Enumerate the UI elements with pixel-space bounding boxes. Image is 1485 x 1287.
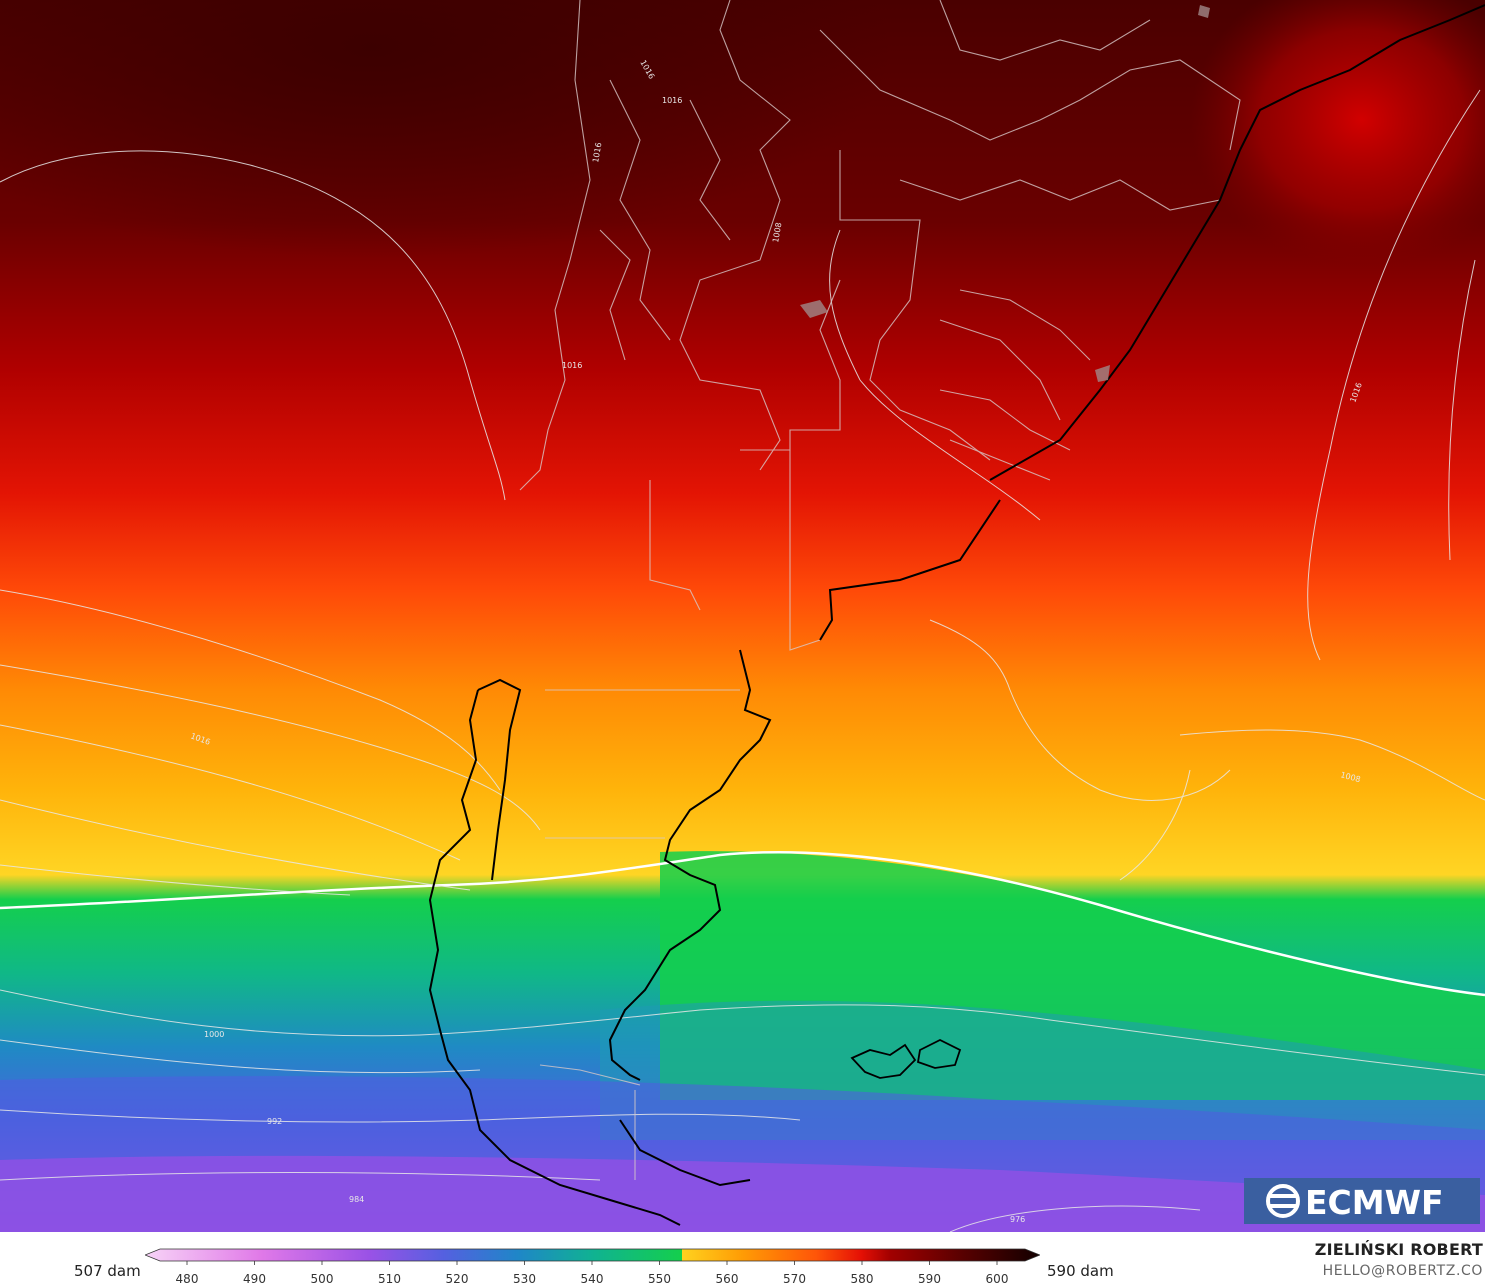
ecmwf-logo: ECMWF (1244, 1178, 1480, 1224)
isobar-label-976: 976 (1010, 1215, 1025, 1224)
legend-max-label: 590 dam (1047, 1262, 1114, 1280)
freezing-height-contour (0, 850, 1485, 997)
colorbar-tick-label: 580 (851, 1272, 874, 1286)
colorbar-tick-label: 500 (311, 1272, 334, 1286)
colorbar-tick-label: 480 (176, 1272, 199, 1286)
isobar-label-1008-inland: 1008 (771, 222, 783, 244)
high-pressure-core-northeast (800, 0, 1485, 600)
colorbar-tick-label: 530 (513, 1272, 536, 1286)
colorbar-tick-label: 590 (918, 1272, 941, 1286)
colorbar-tick-label: 490 (243, 1272, 266, 1286)
isobar-label-1016-west: 1016 (591, 142, 603, 164)
purple-band-south (0, 1155, 1485, 1232)
political-boundaries (519, 0, 1241, 1180)
weather-map: 1016 1016 1016 1016 1016 1016 1008 1008 … (0, 0, 1485, 1232)
isobar-label-984: 984 (349, 1195, 364, 1204)
author-name: ZIELIŃSKI ROBERT (1314, 1240, 1483, 1259)
coastline (428, 4, 1485, 1226)
color-scale-bar: 480 490 500 510 520 530 540 550 560 570 580 590 600 (145, 1248, 1040, 1286)
isobar-label-1000: 1000 (204, 1030, 224, 1039)
ecmwf-logo-text: ECMWF (1305, 1183, 1444, 1222)
colorbar-tick-label: 550 (648, 1272, 671, 1286)
legend-min-label: 507 dam (74, 1262, 141, 1280)
colorbar-tick-label: 540 (581, 1272, 604, 1286)
colorbar-fill (145, 1248, 1040, 1262)
falkland-islands (850, 1038, 962, 1079)
isobar-label-1016-central: 1016 (562, 361, 582, 370)
colorbar-tick-label: 510 (378, 1272, 401, 1286)
isobar-label-1016-andes: 1016 (662, 96, 682, 105)
colorbar-tick-label: 600 (986, 1272, 1009, 1286)
colorbar-tick-label: 570 (783, 1272, 806, 1286)
author-email: HELLO@ROBERTZ.CO (1322, 1263, 1483, 1279)
lakes (800, 5, 1210, 382)
colorbar-tick-label: 560 (716, 1272, 739, 1286)
isobars (0, 89, 1485, 1232)
colorbar-ticks: 480 490 500 510 520 530 540 550 560 570 580 590 600 (176, 1261, 1009, 1286)
ecmwf-symbol-icon (1266, 1184, 1300, 1218)
isobar-label-992: 992 (267, 1117, 282, 1126)
colorbar-tick-label: 520 (446, 1272, 469, 1286)
